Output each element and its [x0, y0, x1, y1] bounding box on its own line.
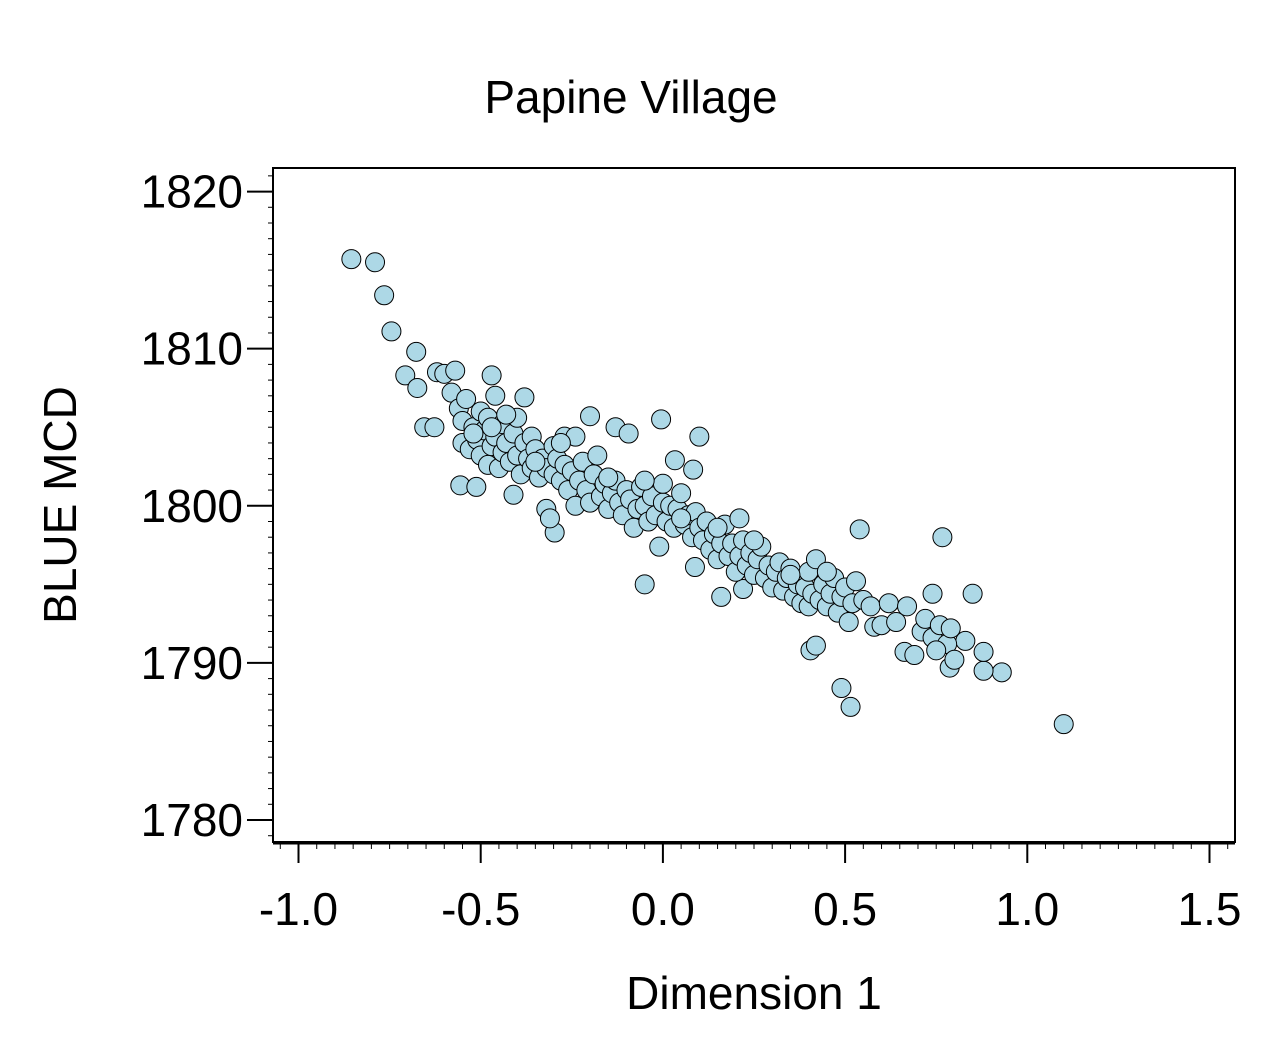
data-point — [374, 285, 395, 306]
data-point — [973, 641, 994, 662]
data-point — [683, 459, 704, 480]
data-point — [744, 530, 764, 551]
data-point — [341, 249, 362, 270]
data-point — [932, 527, 953, 548]
data-point — [618, 423, 639, 444]
data-point — [840, 696, 861, 717]
data-point — [711, 586, 732, 607]
data-point — [424, 417, 445, 438]
data-point — [991, 662, 1012, 683]
data-point — [886, 612, 907, 633]
data-point — [684, 557, 705, 578]
data-point — [962, 583, 983, 604]
data-point — [539, 508, 560, 529]
data-point — [481, 417, 502, 438]
x-tick-label: 1.5 — [1178, 883, 1242, 935]
data-point — [707, 517, 728, 538]
data-point — [407, 377, 428, 398]
x-axis-label: Dimension 1 — [626, 967, 882, 1019]
y-tick-label: 1780 — [141, 794, 243, 846]
data-point — [496, 404, 517, 425]
data-point — [652, 473, 673, 494]
data-point — [381, 321, 402, 342]
data-point — [395, 365, 416, 386]
data-point — [780, 564, 801, 585]
plot-frame — [272, 167, 1236, 843]
data-point — [406, 341, 427, 362]
data-point — [922, 583, 943, 604]
x-tick-label: -0.5 — [441, 883, 520, 935]
data-point — [466, 476, 487, 497]
x-tick-label: 1.0 — [995, 883, 1059, 935]
data-point — [940, 618, 961, 639]
data-point — [926, 640, 947, 661]
y-axis-ticks: 1780 1790 1800 1810 1820 — [141, 166, 273, 846]
y-tick-label: 1790 — [141, 637, 243, 689]
data-point — [580, 406, 601, 427]
data-point — [481, 365, 502, 386]
data-point — [671, 483, 692, 504]
data-point — [463, 423, 484, 444]
data-point — [805, 635, 826, 656]
data-point — [846, 571, 867, 592]
x-axis-ticks: -1.0 -0.5 0.0 0.5 1.0 1.5 — [259, 843, 1242, 935]
x-tick-label: -1.0 — [259, 883, 338, 935]
data-point — [456, 388, 477, 409]
data-point — [973, 660, 994, 681]
y-tick-label: 1810 — [141, 323, 243, 375]
data-points — [341, 249, 1074, 735]
data-point — [849, 519, 870, 540]
data-point — [878, 593, 899, 614]
data-point — [651, 409, 672, 430]
data-point — [1053, 714, 1074, 735]
data-point — [634, 470, 655, 491]
data-point — [503, 484, 524, 505]
data-point — [860, 596, 881, 617]
data-point — [598, 467, 619, 488]
data-point — [838, 612, 859, 633]
data-point — [550, 432, 571, 453]
data-point — [587, 445, 608, 466]
data-point — [831, 678, 852, 699]
data-point — [671, 508, 692, 529]
y-tick-label: 1800 — [141, 480, 243, 532]
data-point — [365, 252, 386, 273]
data-point — [485, 385, 506, 406]
data-point — [816, 561, 837, 582]
chart-title: Papine Village — [484, 71, 777, 123]
y-axis-label: BLUE MCD — [34, 386, 86, 624]
data-point — [729, 508, 750, 529]
data-point — [904, 645, 925, 666]
data-point — [525, 451, 546, 472]
x-tick-label: 0.0 — [631, 883, 695, 935]
data-point — [733, 579, 754, 600]
data-point — [445, 360, 466, 381]
data-point — [649, 536, 670, 557]
y-tick-label: 1820 — [141, 166, 243, 218]
data-point — [634, 574, 655, 595]
data-point — [689, 426, 710, 447]
data-point — [944, 649, 965, 670]
x-tick-label: 0.5 — [813, 883, 877, 935]
data-point — [897, 596, 918, 617]
data-point — [514, 387, 535, 408]
data-point — [664, 450, 685, 471]
